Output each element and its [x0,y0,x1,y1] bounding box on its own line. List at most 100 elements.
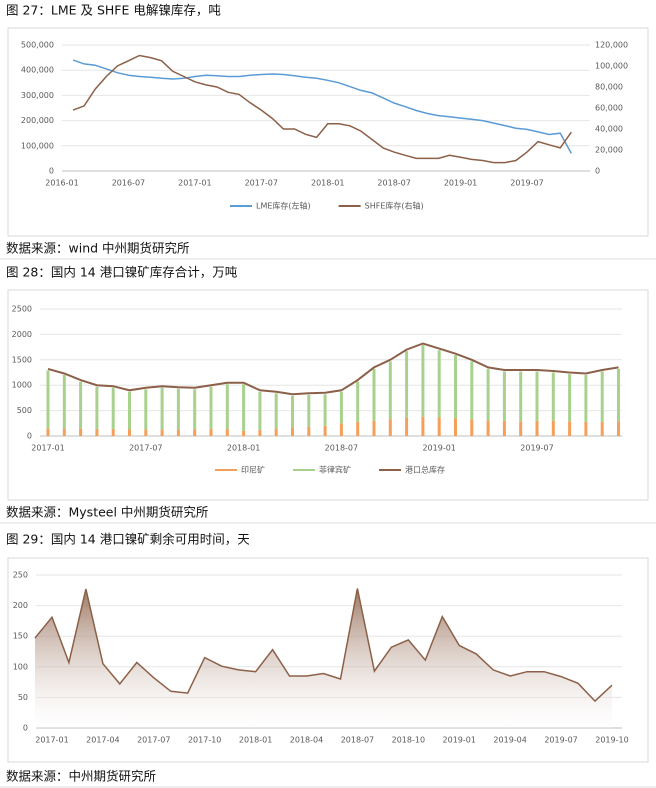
x-tick-label: 2016-07 [112,179,145,188]
bar-segment [568,374,572,422]
x-tick-label: 2018-01 [311,179,344,188]
bar-segment [486,420,490,436]
bar-segment [160,429,164,436]
y-tick-label: 50 [18,693,28,702]
bar-segment [258,391,262,430]
bar-segment [372,420,376,436]
bar-segment [258,429,262,436]
bar-segment [307,394,311,427]
x-tick-label: 2017-01 [178,179,211,188]
y2-tick-label: 0 [595,167,600,176]
y2-tick-label: 120,000 [595,41,628,50]
bar-segment [519,421,523,436]
x-tick-label: 2018-07 [325,444,358,453]
bar-segment [551,420,555,436]
y2-tick-label: 80,000 [595,83,623,92]
bar-segment [339,391,343,424]
area-fill [35,588,612,728]
bar-segment [79,381,83,429]
chart-frame [7,27,649,237]
figure-caption: 图 29：国内 14 港口镍矿剩余可用时间，天 [6,532,250,547]
x-tick-label: 2019-01 [443,736,476,745]
bar-segment [176,429,180,436]
x-tick-label: 2016-01 [45,179,78,188]
bar-segment [535,371,539,421]
bar-segment [421,345,425,417]
y-tick-label: 100 [13,662,28,671]
bar-segment [519,371,523,422]
bar-segment [323,394,327,426]
bar-segment [323,425,327,436]
legend-label: 港口总库存 [405,465,445,475]
bar-segment [568,421,572,436]
chart-frame [7,557,649,763]
bar-segment [144,389,148,430]
y-tick-label: 1500 [12,355,32,364]
chart-frame [7,289,649,501]
legend-label: LME库存(左轴) [256,201,311,211]
bar-segment [437,417,441,436]
bar-segment [291,395,294,428]
bar-segment [160,387,164,430]
bar-segment [339,423,343,436]
y-tick-label: 0 [23,724,28,733]
bar-segment [600,421,604,436]
y-tick-label: 300,000 [21,91,54,100]
bar-segment [600,371,604,422]
y-tick-label: 2000 [12,330,32,339]
bar-segment [128,391,131,430]
bar-segment [535,420,539,436]
bar-segment [111,428,115,436]
line-series [72,54,572,164]
x-tick-label: 2017-07 [245,179,278,188]
x-tick-label: 2018-01 [239,736,272,745]
bar-segment [95,386,99,429]
x-tick-label: 2017-07 [129,444,162,453]
bar-segment [193,389,197,430]
bar-segment [470,361,474,420]
y-tick-label: 100,000 [21,141,54,150]
bar-segment [209,428,213,436]
x-tick-label: 2017-07 [137,736,170,745]
x-tick-label: 2019-07 [520,444,553,453]
x-tick-label: 2018-04 [290,736,323,745]
legend-label: 印尼矿 [241,465,265,475]
bar-segment [209,386,213,429]
line-series [34,588,613,703]
bar-segment [79,428,83,436]
y-tick-label: 500,000 [21,41,54,50]
bar-segment [95,428,99,436]
legend-label: 菲律宾矿 [319,465,351,475]
y-tick-label: 500 [17,406,32,415]
bar-segment [388,361,392,420]
bar-segment [128,429,131,436]
source-note: 数据来源：中州期货研究所 [6,769,156,784]
bar-segment [144,429,148,436]
bar-segment [437,350,441,418]
bar-segment [242,384,246,431]
x-tick-label: 2017-10 [188,736,221,745]
bar-segment [617,421,620,436]
line-series [72,59,572,154]
x-tick-label: 2017-01 [35,736,68,745]
y-tick-label: 200 [13,601,28,610]
x-tick-label: 2019-07 [544,736,577,745]
bar-segment [421,416,425,436]
y-tick-label: 1000 [12,381,32,390]
y-tick-label: 250 [13,571,28,580]
y2-tick-label: 100,000 [595,62,628,71]
source-note: 数据来源：Mysteel 中州期货研究所 [6,505,208,520]
bar-segment [307,426,311,436]
bar-segment [584,421,588,436]
bar-segment [111,387,115,429]
x-tick-label: 2018-10 [392,736,425,745]
x-tick-label: 2019-10 [595,736,628,745]
figure-caption: 图 28：国内 14 港口镍矿库存合计，万吨 [6,265,238,280]
bar-segment [46,370,50,429]
bar-segment [454,418,457,436]
y2-tick-label: 60,000 [595,104,623,113]
x-tick-label: 2019-01 [444,179,477,188]
bar-segment [388,419,392,436]
bar-segment [617,368,620,422]
bar-segment [225,384,229,429]
